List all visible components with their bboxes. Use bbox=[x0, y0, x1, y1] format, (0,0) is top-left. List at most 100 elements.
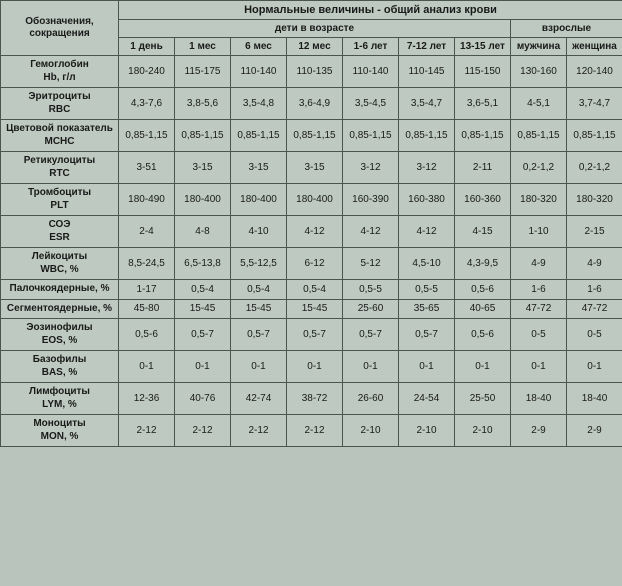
data-cell: 0,5-5 bbox=[343, 280, 399, 300]
data-cell: 3,6-5,1 bbox=[455, 88, 511, 120]
data-cell: 18-40 bbox=[511, 383, 567, 415]
data-cell: 3,8-5,6 bbox=[175, 88, 231, 120]
row-label: МоноцитыMON, % bbox=[1, 415, 119, 447]
data-cell: 26-60 bbox=[343, 383, 399, 415]
data-cell: 180-490 bbox=[119, 184, 175, 216]
table-row: ЭритроцитыRBC4,3-7,63,8-5,63,5-4,83,6-4,… bbox=[1, 88, 622, 120]
data-cell: 0-1 bbox=[231, 351, 287, 383]
data-cell: 2-10 bbox=[455, 415, 511, 447]
data-cell: 2-15 bbox=[567, 216, 622, 248]
header-col: 6 мес bbox=[231, 38, 287, 56]
data-cell: 0,85-1,15 bbox=[511, 120, 567, 152]
data-cell: 1-6 bbox=[567, 280, 622, 300]
data-cell: 4-5,1 bbox=[511, 88, 567, 120]
table-row: Сегментоядерные, %45-8015-4515-4515-4525… bbox=[1, 299, 622, 319]
data-cell: 2-4 bbox=[119, 216, 175, 248]
data-cell: 4-9 bbox=[511, 248, 567, 280]
data-cell: 0,85-1,15 bbox=[175, 120, 231, 152]
data-cell: 0,5-7 bbox=[399, 319, 455, 351]
table-row: ГемоглобинHb, г/л180-240115-175 110-14011… bbox=[1, 56, 622, 88]
data-cell: 3,5-4,5 bbox=[343, 88, 399, 120]
data-cell: 180-400 bbox=[287, 184, 343, 216]
data-cell: 180-320 bbox=[567, 184, 622, 216]
row-label: ЭозинофилыEOS, % bbox=[1, 319, 119, 351]
data-cell: 2-11 bbox=[455, 152, 511, 184]
data-cell: 180-320 bbox=[511, 184, 567, 216]
data-cell: 6-12 bbox=[287, 248, 343, 280]
data-cell: 8,5-24,5 bbox=[119, 248, 175, 280]
data-cell: 15-45 bbox=[231, 299, 287, 319]
row-label: ЛейкоцитыWBC, % bbox=[1, 248, 119, 280]
data-cell: 2-10 bbox=[399, 415, 455, 447]
data-cell: 0,85-1,15 bbox=[567, 120, 622, 152]
row-label: СОЭESR bbox=[1, 216, 119, 248]
data-cell: 160-360 bbox=[455, 184, 511, 216]
header-col: 12 мес bbox=[287, 38, 343, 56]
data-cell: 6,5-13,8 bbox=[175, 248, 231, 280]
data-cell: 12-36 bbox=[119, 383, 175, 415]
header-col: 7-12 лет bbox=[399, 38, 455, 56]
data-cell: 2-9 bbox=[511, 415, 567, 447]
row-label: ЛимфоцитыLYM, % bbox=[1, 383, 119, 415]
data-cell: 3-15 bbox=[175, 152, 231, 184]
data-cell: 0,5-6 bbox=[119, 319, 175, 351]
data-cell: 0-1 bbox=[567, 351, 622, 383]
data-cell: 0-5 bbox=[511, 319, 567, 351]
data-cell: 4,3-7,6 bbox=[119, 88, 175, 120]
data-cell: 24-54 bbox=[399, 383, 455, 415]
data-cell: 3,5-4,8 bbox=[231, 88, 287, 120]
data-cell: 0,85-1,15 bbox=[455, 120, 511, 152]
data-cell: 5,5-12,5 bbox=[231, 248, 287, 280]
data-cell: 18-40 bbox=[567, 383, 622, 415]
data-cell: 2-12 bbox=[119, 415, 175, 447]
data-cell: 0,2-1,2 bbox=[511, 152, 567, 184]
data-cell: 115-175 bbox=[175, 56, 231, 88]
data-cell: 1-10 bbox=[511, 216, 567, 248]
data-cell: 47-72 bbox=[567, 299, 622, 319]
data-cell: 3-15 bbox=[287, 152, 343, 184]
data-cell: 45-80 bbox=[119, 299, 175, 319]
header-col: 1 день bbox=[119, 38, 175, 56]
table-row: РетикулоцитыRTC3-513-153-153-153-123-122… bbox=[1, 152, 622, 184]
data-cell: 0,5-4 bbox=[287, 280, 343, 300]
data-cell: 1-6 bbox=[511, 280, 567, 300]
header-children-group: дети в возрасте bbox=[119, 20, 511, 38]
row-label: ТромбоцитыPLT bbox=[1, 184, 119, 216]
data-cell: 0-1 bbox=[287, 351, 343, 383]
header-adults-group: взрослые bbox=[511, 20, 622, 38]
data-cell: 110-145 bbox=[399, 56, 455, 88]
row-label: Сегментоядерные, % bbox=[1, 299, 119, 319]
header-col: 1 мес bbox=[175, 38, 231, 56]
header-corner: Обозначения,сокращения bbox=[1, 1, 119, 56]
data-cell: 0,5-7 bbox=[175, 319, 231, 351]
table-row: МоноцитыMON, %2-122-122-122-122-102-102-… bbox=[1, 415, 622, 447]
data-cell: 180-400 bbox=[231, 184, 287, 216]
row-label: ГемоглобинHb, г/л bbox=[1, 56, 119, 88]
data-cell: 0,2-1,2 bbox=[567, 152, 622, 184]
data-cell: 0,85-1,15 bbox=[287, 120, 343, 152]
data-cell: 2-12 bbox=[231, 415, 287, 447]
data-cell: 38-72 bbox=[287, 383, 343, 415]
data-cell: 160-390 bbox=[343, 184, 399, 216]
header-col: мужчина bbox=[511, 38, 567, 56]
data-cell: 0,85-1,15 bbox=[399, 120, 455, 152]
data-cell: 180-400 bbox=[175, 184, 231, 216]
header-col: 1-6 лет bbox=[343, 38, 399, 56]
table-row: ЛейкоцитыWBC, %8,5-24,56,5-13,85,5-12,56… bbox=[1, 248, 622, 280]
data-cell: 1-17 bbox=[119, 280, 175, 300]
header-col: женщина bbox=[567, 38, 622, 56]
data-cell: 110-140 bbox=[343, 56, 399, 88]
data-cell: 130-160 bbox=[511, 56, 567, 88]
row-label: РетикулоцитыRTC bbox=[1, 152, 119, 184]
data-cell: 0,5-6 bbox=[455, 280, 511, 300]
data-cell: 0-5 bbox=[567, 319, 622, 351]
data-cell: 3,5-4,7 bbox=[399, 88, 455, 120]
data-cell: 0-1 bbox=[399, 351, 455, 383]
table-row: Цветовой показательMCHC0,85-1,150,85-1,1… bbox=[1, 120, 622, 152]
table-row: ТромбоцитыPLT180-490180-400180-400180-40… bbox=[1, 184, 622, 216]
data-cell: 4-12 bbox=[399, 216, 455, 248]
data-cell: 180-240 bbox=[119, 56, 175, 88]
table-body: ГемоглобинHb, г/л180-240115-175 110-14011… bbox=[1, 56, 622, 447]
data-cell: 25-50 bbox=[455, 383, 511, 415]
table-row: СОЭESR2-44-84-104-124-124-124-151-102-15 bbox=[1, 216, 622, 248]
